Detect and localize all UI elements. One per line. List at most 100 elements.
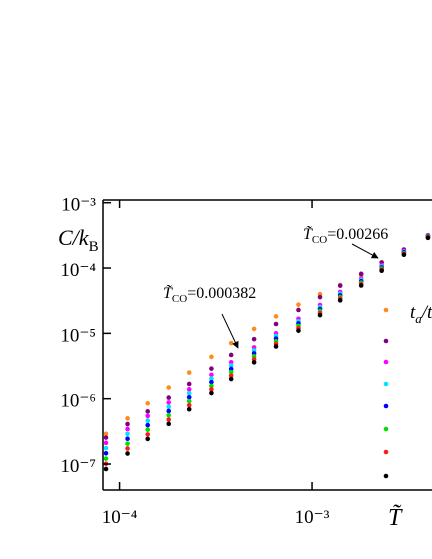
- data-point: [209, 366, 214, 371]
- y-tick-label: 10⁻⁷: [60, 456, 96, 477]
- data-point: [103, 440, 109, 446]
- data-point: [186, 398, 192, 404]
- legend-marker: [383, 426, 389, 432]
- y-axis-label-sub: B: [89, 239, 99, 255]
- y-tick-label: 10⁻⁴: [60, 260, 96, 281]
- annotation: T̃CO=0.000382: [163, 284, 256, 305]
- data-point: [125, 436, 130, 441]
- data-point: [186, 390, 192, 396]
- data-point: [103, 435, 109, 440]
- data-point: [251, 326, 257, 332]
- legend-marker: [383, 307, 389, 313]
- data-point: [145, 400, 151, 406]
- y-axis-label: C/kB: [58, 225, 99, 255]
- legend-marker: [383, 338, 389, 344]
- data-point: [125, 421, 130, 427]
- data-point: [166, 408, 172, 414]
- y-axis-label-main: C/k: [58, 225, 90, 250]
- x-tick-label: 10⁻³: [295, 507, 330, 528]
- data-point: [125, 431, 130, 437]
- data-point: [166, 395, 172, 400]
- data-point: [379, 268, 384, 274]
- data-point: [273, 314, 279, 319]
- data-point: [317, 294, 323, 300]
- data-point: [103, 456, 109, 461]
- data-point: [145, 422, 151, 428]
- data-point: [103, 445, 109, 451]
- annotation-sub: CO: [172, 293, 187, 305]
- annotation-text: =0.000382: [187, 285, 256, 302]
- y-tick-label: 10⁻⁵: [60, 325, 96, 346]
- legend-title-sub: a: [415, 311, 422, 326]
- data-point: [209, 376, 214, 381]
- data-point: [228, 376, 234, 382]
- annotation-arrow: [221, 313, 239, 349]
- data-point: [125, 451, 130, 456]
- y-tick-label: 10⁻⁶: [60, 391, 96, 412]
- data-point: [228, 366, 234, 372]
- data-point: [296, 328, 301, 333]
- x-axis-label: T̃: [388, 504, 403, 531]
- data-point: [186, 387, 192, 392]
- x-tick-label: 10⁻⁴: [102, 507, 138, 528]
- data-point: [103, 431, 109, 437]
- annotation-sub: CO: [312, 234, 327, 246]
- annotation-text: =0.00266: [327, 226, 388, 243]
- data-point: [228, 340, 234, 346]
- data-point: [186, 402, 192, 408]
- data-point: [209, 354, 214, 360]
- data-point: [145, 413, 151, 419]
- legend-title-rest: /t: [421, 302, 432, 323]
- annotation-arrow: [351, 243, 379, 259]
- data-point: [186, 370, 192, 375]
- data-point: [228, 363, 234, 368]
- data-point: [209, 390, 214, 396]
- data-point: [186, 381, 192, 387]
- annotation: T̃CO=0.00266: [303, 225, 388, 246]
- data-point: [145, 409, 151, 414]
- data-point: [209, 372, 214, 378]
- data-point: [145, 418, 151, 423]
- data-point: [186, 394, 192, 400]
- data-point: [401, 252, 407, 257]
- data-point: [228, 359, 234, 365]
- legend-marker: [383, 473, 389, 479]
- data-point: [209, 379, 214, 385]
- data-point: [103, 450, 109, 456]
- data-point: [358, 283, 364, 288]
- data-point: [273, 344, 279, 349]
- annotation-symbol: T̃: [163, 284, 173, 302]
- data-point: [166, 400, 172, 405]
- data-point: [209, 387, 214, 392]
- data-point: [425, 235, 431, 241]
- data-point: [337, 283, 343, 288]
- data-point: [166, 421, 172, 427]
- plot-area: [103, 232, 431, 472]
- data-point: [145, 436, 151, 442]
- data-point: [296, 302, 301, 307]
- data-point: [145, 427, 151, 433]
- data-point: [273, 321, 279, 327]
- data-point: [358, 271, 364, 277]
- data-point: [186, 406, 192, 412]
- data-point: [228, 352, 234, 358]
- data-point: [228, 369, 234, 375]
- data-point: [103, 466, 109, 472]
- data-point: [209, 383, 214, 389]
- data-point: [125, 441, 130, 446]
- data-point: [228, 373, 234, 378]
- y-tick-label: 10⁻³: [61, 195, 96, 216]
- legend-marker: [383, 381, 389, 387]
- data-point: [337, 298, 343, 303]
- data-point: [251, 360, 257, 365]
- legend-title: ta/t: [410, 302, 432, 326]
- data-point: [125, 426, 130, 432]
- legend-marker: [383, 403, 389, 409]
- data-point: [296, 307, 301, 313]
- data-point: [145, 432, 151, 437]
- data-point: [125, 416, 130, 421]
- data-point: [251, 336, 257, 342]
- data-point: [166, 385, 172, 390]
